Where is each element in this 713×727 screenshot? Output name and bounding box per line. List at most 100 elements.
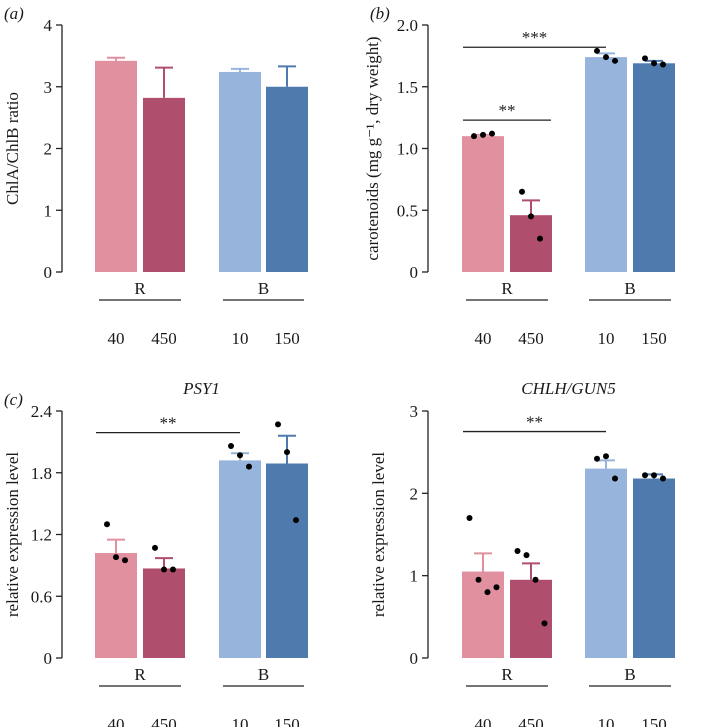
data-point — [237, 452, 243, 459]
x-tick-label: 150 — [274, 715, 300, 727]
x-tick-label: 10 — [232, 715, 249, 727]
data-point — [519, 188, 525, 195]
data-point — [541, 620, 548, 627]
group-label: B — [258, 665, 269, 684]
data-point — [275, 421, 281, 428]
y-tick-label: 0 — [44, 263, 53, 282]
data-point — [284, 449, 290, 456]
bar-40 — [95, 60, 137, 272]
x-tick-label: 450 — [518, 715, 544, 727]
data-point — [480, 131, 486, 138]
chart-panel-2: 0 0.5 1.0 1.5 2.0 carotenoids (mg g⁻¹, dry we… — [363, 4, 675, 348]
bar-150 — [266, 463, 308, 658]
data-point — [523, 552, 530, 559]
x-tick-label: 150 — [641, 329, 667, 348]
y-tick-label: 2.4 — [31, 402, 53, 421]
data-point — [113, 554, 119, 561]
data-point — [484, 589, 491, 596]
data-point — [466, 515, 473, 522]
data-point — [122, 557, 128, 564]
data-point — [651, 472, 657, 479]
bar-10 — [219, 460, 261, 658]
group-label: R — [134, 665, 146, 684]
data-point — [612, 475, 618, 482]
y-tick-label: 0 — [410, 649, 419, 668]
y-tick-label: 1 — [44, 201, 53, 220]
group-label: B — [624, 279, 635, 298]
data-point — [603, 54, 609, 61]
data-point — [475, 576, 482, 583]
bar-450 — [510, 579, 552, 658]
y-tick-label: 0.5 — [397, 201, 418, 220]
y-tick-label: 1.2 — [31, 526, 52, 545]
data-point — [170, 566, 176, 573]
y-tick-label: 2 — [44, 140, 53, 159]
group-label: R — [501, 279, 513, 298]
bar-10 — [219, 71, 261, 273]
y-tick-label: 3 — [410, 402, 419, 421]
y-tick-label: 1.8 — [31, 464, 52, 483]
significance-label: *** — [522, 28, 548, 47]
x-tick-label: 40 — [475, 329, 492, 348]
chart-title: PSY1 — [182, 379, 220, 398]
data-point — [660, 475, 666, 482]
data-point — [246, 463, 252, 470]
group-label: R — [501, 665, 513, 684]
panel-label: (c) — [4, 390, 23, 409]
x-tick-label: 10 — [598, 329, 615, 348]
y-tick-label: 4 — [44, 16, 53, 35]
bar-150 — [633, 63, 675, 272]
data-point — [537, 235, 543, 242]
data-point — [660, 61, 666, 68]
data-point — [528, 213, 534, 220]
data-point — [493, 584, 500, 591]
x-tick-label: 40 — [108, 329, 125, 348]
chart-panel-1: 0 1 2 3 4 ChlA/ChlB ratio (a) 40 450 10 150 R B — [3, 4, 308, 348]
bar-450 — [143, 97, 185, 273]
x-tick-label: 10 — [598, 715, 615, 727]
data-point — [293, 517, 299, 524]
y-tick-label: 2.0 — [397, 16, 418, 35]
group-label: B — [624, 665, 635, 684]
x-tick-label: 150 — [641, 715, 667, 727]
bar-10 — [585, 468, 627, 658]
data-point — [471, 133, 477, 140]
group-label: R — [134, 279, 146, 298]
y-tick-label: 1.0 — [397, 140, 418, 159]
chart-panel-3: 0 0.6 1.2 1.8 2.4 relative expression level (c… — [3, 379, 308, 727]
data-point — [161, 566, 167, 573]
data-point — [594, 455, 600, 462]
bar-10 — [585, 57, 627, 272]
data-point — [152, 544, 158, 551]
bar-450 — [143, 568, 185, 658]
x-tick-label: 450 — [518, 329, 544, 348]
significance-label: ** — [499, 101, 516, 120]
y-tick-label: 0.6 — [31, 587, 52, 606]
y-tick-label: 2 — [410, 484, 419, 503]
x-tick-label: 10 — [232, 329, 249, 348]
x-tick-label: 450 — [151, 715, 177, 727]
x-tick-label: 150 — [274, 329, 300, 348]
y-tick-label: 1.5 — [397, 78, 418, 97]
data-point — [603, 453, 609, 460]
group-label: B — [258, 279, 269, 298]
bar-150 — [266, 86, 308, 272]
bar-150 — [633, 478, 675, 658]
significance-label: ** — [160, 414, 177, 433]
data-point — [651, 60, 657, 67]
data-point — [228, 442, 234, 449]
data-point — [532, 576, 539, 583]
x-tick-label: 40 — [475, 715, 492, 727]
chart-panel-4: 0 1 2 3 relative expression level CHLH/GUN5 40… — [369, 379, 675, 727]
y-axis-label: carotenoids (mg g⁻¹, dry weight) — [363, 36, 382, 260]
y-axis-label: ChlA/ChlB ratio — [3, 92, 22, 205]
data-point — [642, 472, 648, 479]
panel-label: (b) — [370, 4, 390, 23]
y-tick-label: 1 — [410, 567, 419, 586]
panel-label: (a) — [4, 4, 24, 23]
y-tick-label: 0 — [44, 649, 53, 668]
x-tick-label: 450 — [151, 329, 177, 348]
y-tick-label: 0 — [410, 263, 419, 282]
data-point — [104, 521, 110, 528]
